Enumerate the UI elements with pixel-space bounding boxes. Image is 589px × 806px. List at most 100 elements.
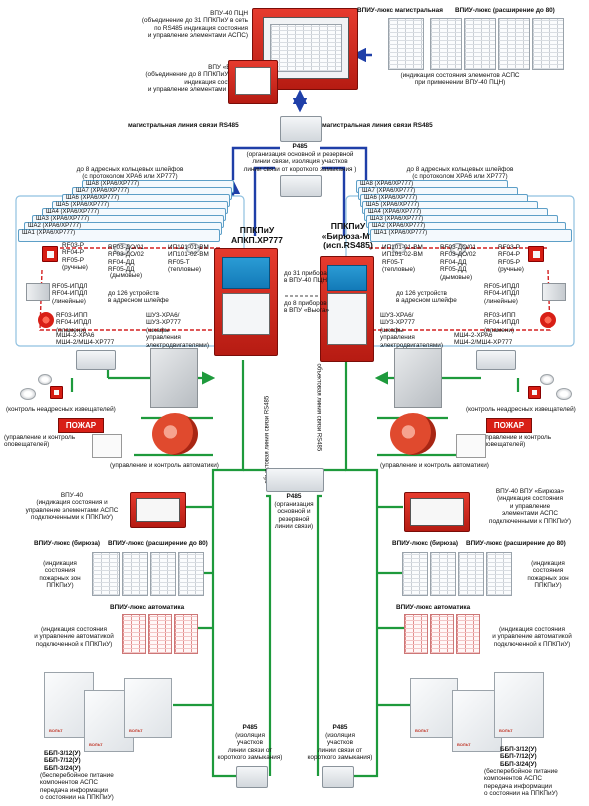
ppkpiu-left-panel[interactable] bbox=[214, 248, 278, 356]
ppkpiu-right-panel[interactable] bbox=[320, 256, 374, 362]
left-loops-header: до 8 адресных кольцевых шлейфов (с прото… bbox=[76, 166, 184, 181]
r485-bl-desc: (изоляция участков линии связи от коротк… bbox=[217, 732, 283, 762]
lr-vpiu-auto-title: ВПИУ-люкс автоматика bbox=[396, 604, 471, 611]
vpiu-caption: (индикация состояния элементов АСПС при … bbox=[400, 72, 520, 87]
left-shelf-2: ША2 (ХРА6/ХР777) bbox=[28, 223, 82, 229]
r485-main-desc: (организация основной и резервной линии … bbox=[243, 151, 357, 173]
ll-zones-label: (индикация состояния пожарных зон ППКПиУ… bbox=[39, 560, 81, 590]
linear-detector-icon bbox=[26, 283, 50, 301]
r485-bl-device[interactable] bbox=[236, 766, 268, 788]
lr-vpiu-ext-panel-1[interactable] bbox=[430, 552, 456, 596]
heat-detector-icon bbox=[186, 243, 200, 254]
right-manual-call-point-icon bbox=[528, 246, 544, 262]
vpiu-lux-mag-panel[interactable] bbox=[388, 18, 424, 70]
left-shelf-3: ША3 (ХРА6/ХР777) bbox=[36, 216, 90, 222]
ppkpiu-left-title: ППКПиУ АПКП.ХР777 bbox=[231, 225, 283, 245]
object-lines bbox=[70, 360, 520, 778]
right-mcsh-label: МШ4-2-ХРА6 МШ4-2/МШ4-ХР777 bbox=[454, 332, 513, 347]
lr-vpiu-biryuza-panel[interactable] bbox=[402, 552, 428, 596]
ll-vpiu-ext-panel-2[interactable] bbox=[150, 552, 176, 596]
right-nonaddr-control: (контроль неадресных извещателей) bbox=[466, 406, 576, 413]
ll-vpiu-auto-panel-2[interactable] bbox=[148, 614, 172, 654]
right-pozhar-sign: ПОЖАР bbox=[486, 418, 532, 433]
right-shu-cabinet[interactable] bbox=[394, 348, 442, 408]
left-shelf-8: ША8 (ХРА6/ХР777) bbox=[86, 181, 140, 187]
right-auto-control: (управление и контроль автоматики) bbox=[380, 462, 489, 469]
right-fan-icon bbox=[390, 413, 436, 455]
left-fan-icon bbox=[152, 413, 198, 455]
lr-vpiu-ext-panel-2[interactable] bbox=[458, 552, 484, 596]
lr-bbp-unit-3[interactable]: ВОЛЬТ bbox=[494, 672, 544, 738]
left-manual-label: RF03-Р RF04-Р RF05-Р (ручные) bbox=[62, 242, 88, 272]
right-manual-label: RF03-Р RF04-Р RF05-Р (ручные) bbox=[498, 244, 524, 274]
lr-bbp-label: ББП-3/12(У) ББП-7/12(У) ББП-3/24(У) bbox=[500, 746, 537, 768]
left-shelf-4: ША4 (ХРА6/ХР777) bbox=[46, 209, 100, 215]
ll-vpiu-ext-panel-3[interactable] bbox=[178, 552, 204, 596]
right-heat-label: ИП101-01-ВМ ИП101-02-ВМ RF05-Т (тепловые… bbox=[382, 244, 423, 274]
left-mcsh-module[interactable] bbox=[76, 350, 116, 370]
vpiu-ext-panel-1[interactable] bbox=[430, 18, 462, 70]
right-mcsh-module[interactable] bbox=[476, 350, 516, 370]
vpu40-pcn-label: ВПУ-40 ПЦН (объединение до 31 ППКПиУ в с… bbox=[141, 10, 248, 40]
r485-main-device[interactable] bbox=[280, 116, 322, 142]
r485-mid-title: Р485 bbox=[286, 493, 302, 500]
right-linear-label: RF05-ИПДЛ RF04-ИПДЛ (линейные) bbox=[484, 283, 520, 305]
ll-auto-label: (индикация состояния и управление автома… bbox=[34, 626, 114, 648]
left-shelf-7: ША7 (ХРА6/ХР777) bbox=[76, 188, 130, 194]
left-nonaddr-detector-2-icon bbox=[20, 388, 36, 400]
left-shelf-1: ША1 (ХРА6/ХР777) bbox=[22, 230, 76, 236]
to31-note: до 31 прибора в ВПУ-40 ПЦН bbox=[284, 270, 328, 285]
lr-vpiu-auto-panel-1[interactable] bbox=[404, 614, 428, 654]
lr-vpiu-auto-panel-2[interactable] bbox=[430, 614, 454, 654]
ll-vpiu-biryuza-panel[interactable] bbox=[92, 552, 120, 596]
right-nonaddr-mcp-icon bbox=[528, 386, 541, 399]
lr-vpu40-device[interactable] bbox=[404, 492, 470, 532]
lr-vpiu-auto-panel-3[interactable] bbox=[456, 614, 480, 654]
left-shu-cabinet[interactable] bbox=[150, 348, 198, 408]
vpiu-ext-panel-2[interactable] bbox=[464, 18, 496, 70]
right-shelf-1: ША1 (ХРА6/ХР777) bbox=[374, 230, 428, 236]
main-rs485-lines bbox=[225, 47, 374, 236]
right-shelf-4: ША4 (ХРА6/ХР777) bbox=[368, 209, 422, 215]
left-warning-device[interactable] bbox=[92, 434, 122, 458]
ll-vpiu-auto-panel-3[interactable] bbox=[174, 614, 198, 654]
manual-call-point-icon bbox=[42, 246, 58, 262]
vpu40-pcn-screen bbox=[263, 17, 349, 79]
r485-main-title: Р485 bbox=[292, 143, 308, 150]
left-nonaddr-detector-1-icon bbox=[38, 374, 52, 385]
ll-vpiu-ext-panel-1[interactable] bbox=[122, 552, 148, 596]
right-warning-device[interactable] bbox=[456, 434, 486, 458]
r485-br-title: Р485 bbox=[332, 724, 348, 731]
r485-br-device[interactable] bbox=[322, 766, 354, 788]
vpiu-ext-panel-4[interactable] bbox=[532, 18, 564, 70]
vpiu-ext-panel-3[interactable] bbox=[498, 18, 530, 70]
r485-bl-title: Р485 bbox=[242, 724, 258, 731]
ll-bbp-unit-3[interactable]: ВОЛЬТ bbox=[124, 678, 172, 738]
left-linear-label: RF05-ИПДЛ RF04-ИПДЛ (линейные) bbox=[52, 283, 88, 305]
flame-detector-icon bbox=[38, 312, 54, 328]
r485-mid-device[interactable] bbox=[266, 468, 324, 492]
lr-bbp-unit-1[interactable]: ВОЛЬТ bbox=[410, 678, 458, 738]
right-shelf-6: ША6 (ХРА6/ХР777) bbox=[364, 195, 418, 201]
vpu-vega-device[interactable] bbox=[228, 60, 278, 104]
left-devices-count: до 126 устройств в адресном шлейфе bbox=[108, 290, 169, 305]
ll-vpiu-auto-panel-1[interactable] bbox=[122, 614, 146, 654]
ll-bbp-desc: (бесперебойное питание компонентов АСПС … bbox=[40, 772, 114, 802]
ll-vpu40-device[interactable] bbox=[130, 492, 186, 528]
right-shelf-3: ША3 (ХРА6/ХР777) bbox=[370, 216, 424, 222]
lr-vpiu-ext80: ВПИУ-люкс (расширение до 80) bbox=[466, 540, 566, 547]
to8-note: до 8 приборов в ВПУ «Вьюга» bbox=[284, 300, 330, 315]
ll-vpiu-biryuza: ВПИУ-люкс (бирюза) bbox=[34, 540, 101, 547]
right-nonaddr-detector-2-icon bbox=[556, 388, 572, 400]
r485-main-device-2[interactable] bbox=[280, 175, 322, 197]
lr-bbp-desc: (бесперебойное питание компонентов АСПС … bbox=[484, 768, 558, 798]
lr-vpiu-ext-panel-3[interactable] bbox=[486, 552, 512, 596]
right-shelf-8: ША8 (ХРА6/ХР777) bbox=[360, 181, 414, 187]
right-shelf-7: ША7 (ХРА6/ХР777) bbox=[362, 188, 416, 194]
left-pozhar-sign: ПОЖАР bbox=[58, 418, 104, 433]
right-smoke-label: RF03-ДО/01 RF03-ДО/02 RF04-ДД RF05-ДД (д… bbox=[440, 244, 476, 281]
main-line-left-label: магистральная линия связи RS485 bbox=[128, 122, 239, 129]
main-line-right-label: магистральная линия связи RS485 bbox=[322, 122, 433, 129]
vpiu-lux-ext80-title: ВПИУ-люкс (расширение до 80) bbox=[455, 7, 555, 14]
